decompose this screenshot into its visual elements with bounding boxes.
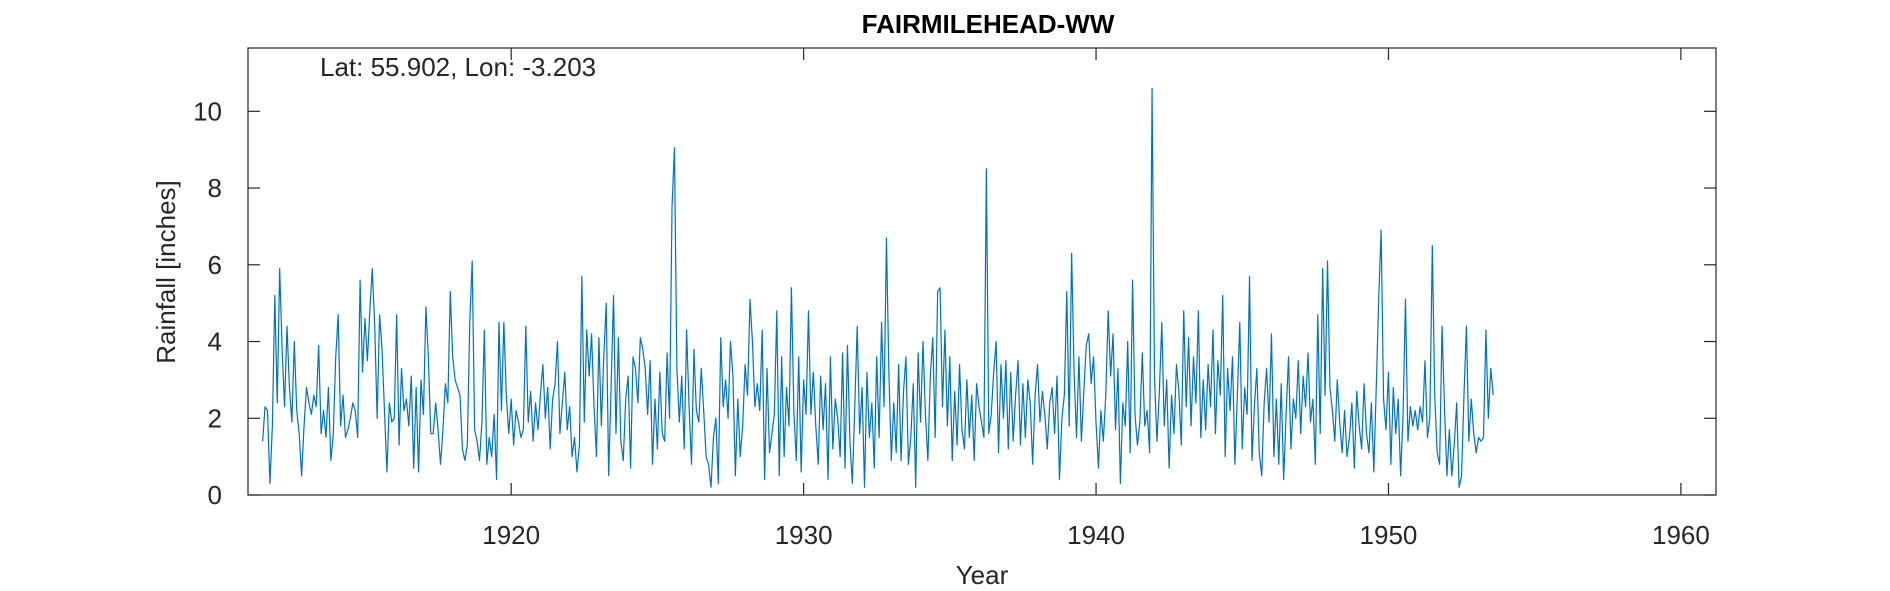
x-tick-label: 1930 — [775, 520, 833, 550]
rainfall-series-line — [262, 87, 1494, 488]
chart-title: FAIRMILEHEAD-WW — [862, 9, 1115, 39]
y-tick-label: 10 — [193, 96, 222, 126]
x-tick-labels: 1920 1930 1940 1950 1960 — [482, 520, 1710, 550]
x-tick-label: 1940 — [1067, 520, 1125, 550]
y-tick-label: 4 — [208, 327, 222, 357]
axis-ticks — [248, 48, 1716, 496]
x-tick-label: 1960 — [1652, 520, 1710, 550]
y-tick-label: 2 — [208, 403, 222, 433]
y-tick-label: 8 — [208, 173, 222, 203]
axes-box — [247, 47, 1717, 496]
y-tick-label: 6 — [208, 250, 222, 280]
x-axis-label: Year — [956, 560, 1009, 590]
y-tick-labels: 0 2 4 6 8 10 — [193, 96, 222, 510]
location-annotation: Lat: 55.902, Lon: -3.203 — [320, 52, 596, 82]
y-tick-label: 0 — [208, 480, 222, 510]
x-tick-label: 1920 — [482, 520, 540, 550]
x-tick-label: 1950 — [1360, 520, 1418, 550]
y-axis-label: Rainfall [inches] — [151, 180, 181, 364]
plot-area: 1920 1930 1940 1950 1960 0 2 4 6 8 10 — [193, 47, 1717, 550]
